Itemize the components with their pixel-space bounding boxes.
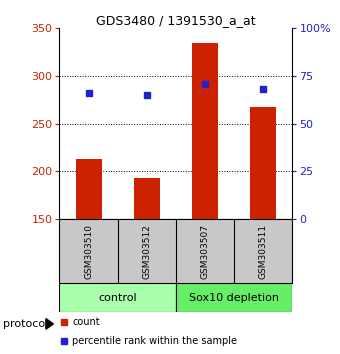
Bar [59,284,176,312]
Title: GDS3480 / 1391530_a_at: GDS3480 / 1391530_a_at [96,14,256,27]
Text: count: count [72,317,100,327]
Text: control: control [98,293,137,303]
Text: GSM303510: GSM303510 [84,224,93,279]
Text: Sox10 depletion: Sox10 depletion [189,293,279,303]
Polygon shape [46,319,53,329]
Bar [75,159,102,219]
Text: protocol: protocol [3,319,49,329]
Bar [192,42,218,219]
Bar [134,178,160,219]
Text: GSM303511: GSM303511 [259,224,268,279]
Bar [250,107,276,219]
Bar [176,284,292,312]
Text: GSM303507: GSM303507 [201,224,209,279]
Text: percentile rank within the sample: percentile rank within the sample [72,336,237,346]
Text: GSM303512: GSM303512 [142,224,151,279]
